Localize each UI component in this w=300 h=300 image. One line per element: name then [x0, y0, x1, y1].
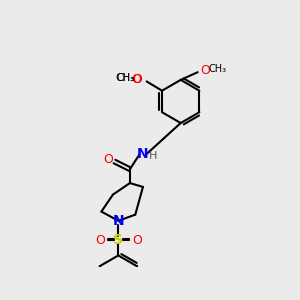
- Text: N: N: [112, 214, 124, 228]
- Text: O: O: [95, 233, 105, 247]
- Text: CH₃: CH₃: [208, 64, 227, 74]
- Text: N: N: [137, 147, 149, 161]
- Text: CH₃: CH₃: [116, 73, 134, 83]
- Text: O: O: [132, 233, 142, 247]
- Text: S: S: [113, 233, 123, 247]
- Text: O: O: [200, 64, 210, 77]
- Text: O: O: [131, 74, 141, 86]
- Text: H: H: [149, 151, 157, 161]
- Text: O: O: [133, 74, 142, 86]
- Text: CH₃: CH₃: [116, 73, 135, 83]
- Text: O: O: [103, 154, 113, 166]
